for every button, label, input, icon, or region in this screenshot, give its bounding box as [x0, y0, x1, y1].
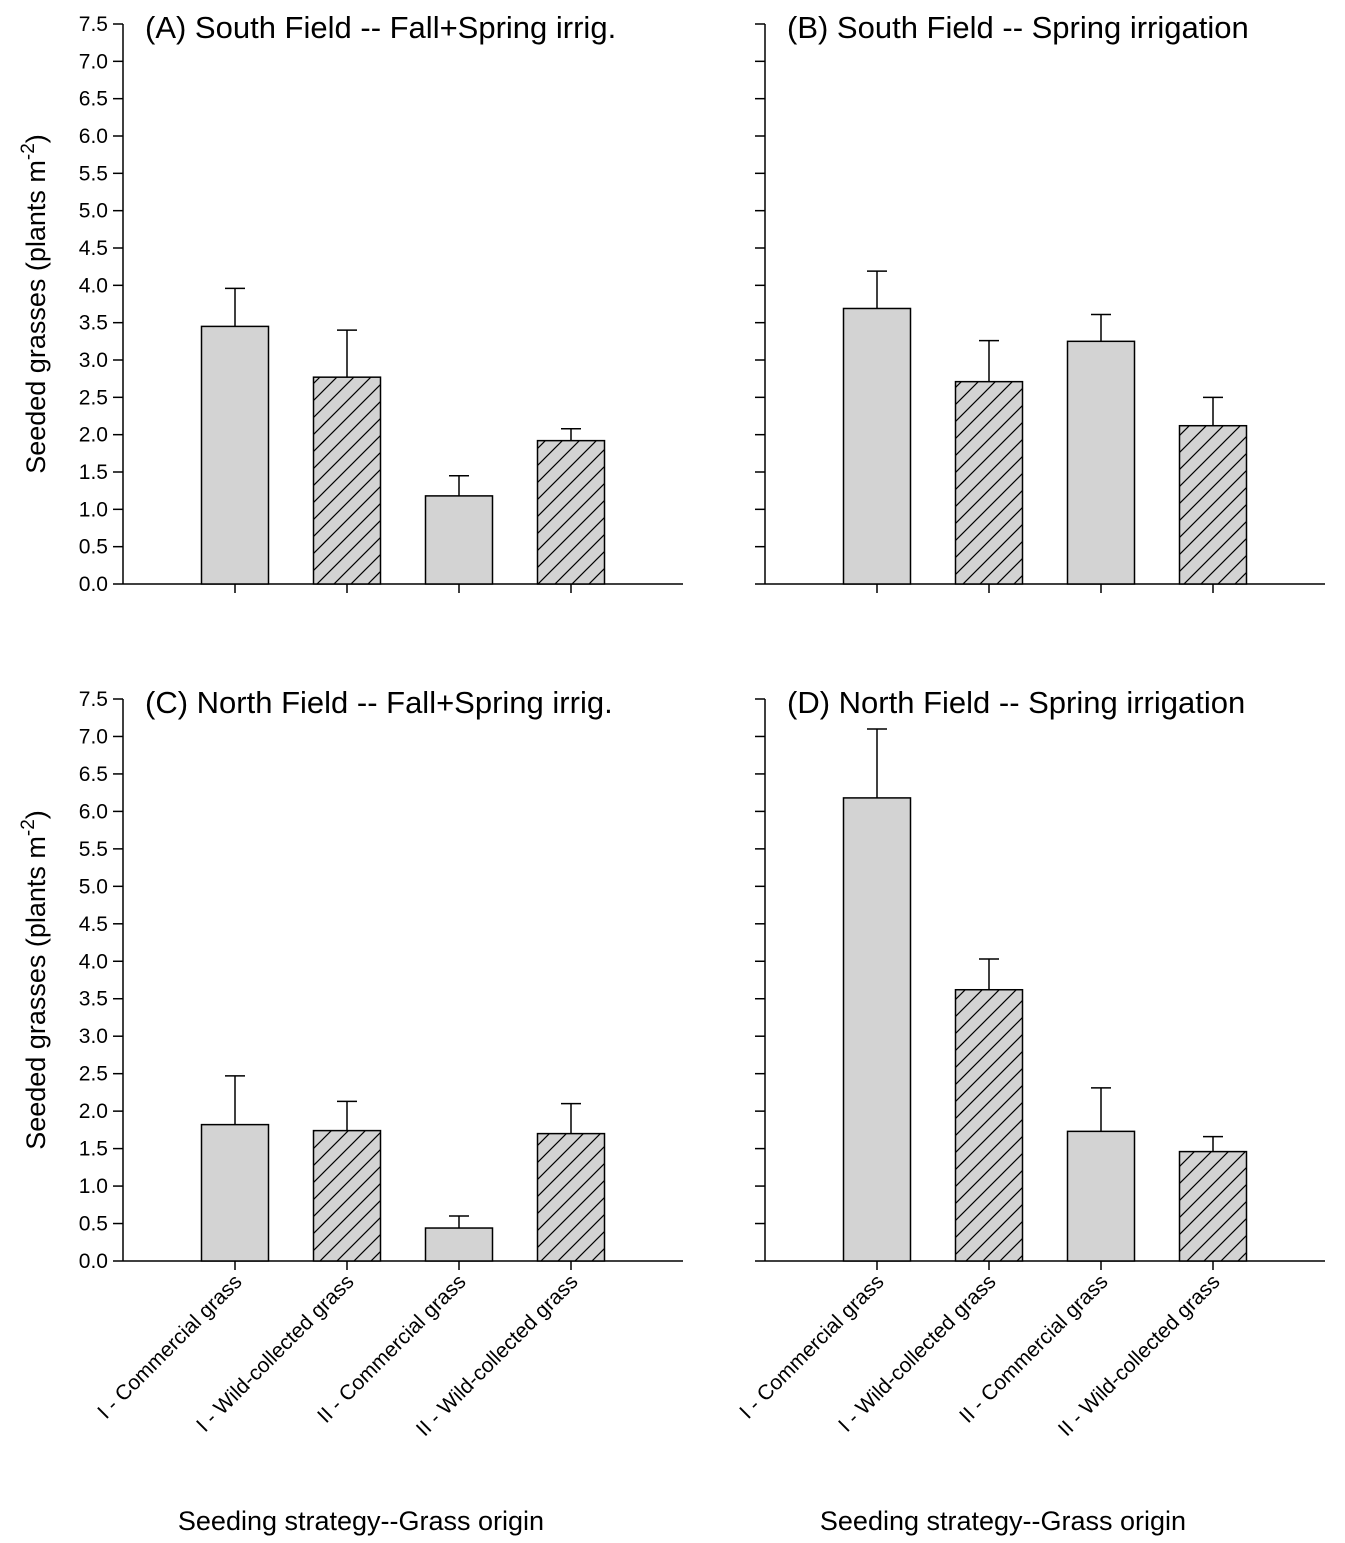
y-tick-label: 3.5: [79, 988, 108, 1011]
y-tick-label: 3.5: [79, 312, 108, 335]
y-tick-label: 5.5: [79, 162, 108, 185]
y-tick-label: 7.0: [79, 725, 108, 748]
y-tick-label: 7.5: [79, 13, 108, 36]
y-tick-label: 4.5: [79, 237, 108, 260]
y-tick-label: 1.0: [79, 1175, 108, 1198]
bar: [200, 1123, 270, 1262]
bar: [1066, 1130, 1136, 1262]
chart-panels: 0.0 0.5 1.0 1.5 2.0 2.5 3.0 3.5 4.0 4.5 5.0 5.5 6.0 6…: [18, 10, 1325, 1536]
y-tick-label: 6.5: [79, 763, 108, 786]
y-tick-label: 1.5: [79, 461, 108, 484]
y-axis-title: Seeded grasses (plants m-2): [18, 810, 51, 1150]
bar: [954, 380, 1024, 585]
x-axis-title: Seeding strategy--Grass origin: [178, 1506, 544, 1536]
chart-panel-a: 0.0 0.5 1.0 1.5 2.0 2.5 3.0 3.5 4.0 4.5 5.0 5.5 6.0 6…: [18, 10, 683, 596]
y-tick-label: 3.0: [79, 349, 108, 372]
y-axis-title-superscript: -2: [18, 819, 39, 836]
x-axis-title: Seeding strategy--Grass origin: [820, 1506, 1186, 1536]
y-axis-title-close: ): [21, 810, 51, 819]
y-axis-title-main: Seeded grasses (plants m: [21, 160, 51, 474]
bar: [1066, 340, 1136, 585]
y-tick-label: 5.0: [79, 200, 108, 223]
panel-title: (B) South Field -- Spring irrigation: [787, 10, 1249, 45]
bar: [842, 797, 912, 1262]
bar: [424, 495, 494, 585]
y-axis-title-superscript: -2: [18, 143, 39, 160]
bar: [1178, 1150, 1248, 1262]
y-tick-label: 6.5: [79, 88, 108, 111]
y-tick-label: 7.5: [79, 688, 108, 711]
panel-title: (D) North Field -- Spring irrigation: [787, 685, 1245, 720]
panel-title: (A) South Field -- Fall+Spring irrig.: [145, 10, 616, 45]
bar: [200, 325, 270, 585]
y-tick-label: 4.5: [79, 913, 108, 936]
y-axis-title-main: Seeded grasses (plants m: [21, 836, 51, 1150]
panel-title: (C) North Field -- Fall+Spring irrig.: [145, 685, 613, 720]
y-tick-label: 3.0: [79, 1025, 108, 1048]
y-tick-label: 2.0: [79, 1100, 108, 1123]
bar: [312, 376, 382, 585]
chart-panel-b: (B) South Field -- Spring irrigation: [755, 10, 1325, 593]
bar: [842, 307, 912, 585]
bar: [424, 1227, 494, 1262]
y-tick-label: 0.5: [79, 536, 108, 559]
y-tick-label: 1.5: [79, 1138, 108, 1161]
y-axis-title: Seeded grasses (plants m-2): [18, 134, 51, 474]
chart-panel-c: 0.0 0.5 1.0 1.5 2.0 2.5 3.0 3.5 4.0 4.5 5.0 5.5 6.0 6…: [18, 685, 683, 1536]
y-tick-label: 0.0: [79, 1250, 108, 1273]
y-tick-label: 0.0: [79, 573, 108, 596]
bar: [312, 1129, 382, 1262]
y-tick-label: 2.5: [79, 1063, 108, 1086]
y-tick-label: 0.5: [79, 1213, 108, 1236]
bar: [536, 439, 606, 585]
bar: [1178, 424, 1248, 585]
y-tick-label: 4.0: [79, 950, 108, 973]
y-tick-label: 5.0: [79, 875, 108, 898]
y-tick-label: 1.0: [79, 498, 108, 521]
y-tick-label: 5.5: [79, 838, 108, 861]
y-tick-label: 6.0: [79, 125, 108, 148]
y-tick-label: 6.0: [79, 800, 108, 823]
bar: [954, 988, 1024, 1262]
y-tick-label: 2.0: [79, 424, 108, 447]
bar: [536, 1132, 606, 1262]
y-tick-label: 2.5: [79, 386, 108, 409]
y-tick-label: 7.0: [79, 50, 108, 73]
y-axis-title-close: ): [21, 134, 51, 143]
y-tick-label: 4.0: [79, 274, 108, 297]
